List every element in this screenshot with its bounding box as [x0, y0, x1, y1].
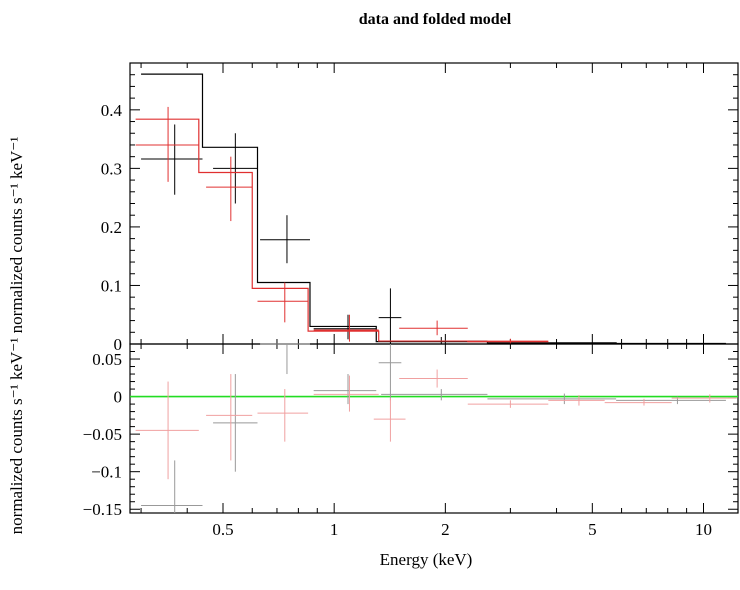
resid-x-tick-label: 10 [695, 520, 712, 539]
resid-x-tick-label: 2 [441, 520, 450, 539]
resid-y-tick-label: 0.05 [92, 350, 122, 369]
resid-x-tick-label: 5 [588, 520, 597, 539]
y-axis-label-main: normalized counts s⁻¹ keV⁻¹ [7, 137, 26, 334]
main-model-step-line [141, 73, 726, 345]
main-frame [129, 62, 739, 345]
resid-y-tick-label: −0.1 [91, 463, 122, 482]
resid-x-tick-label: 0.5 [212, 520, 233, 539]
data-model-panel: 0 0.1 0.2 0.3 0.4 [101, 62, 739, 354]
main-y-tick-label: 0.4 [101, 101, 123, 120]
chart-title: data and folded model [359, 11, 512, 28]
resid-y-tick-label: −0.05 [83, 425, 122, 444]
resid-frame [129, 343, 739, 514]
x-axis-label: Energy (keV) [380, 550, 473, 569]
main-y-tick-label: 0.1 [101, 276, 122, 295]
main-y-tick-label: 0.2 [101, 218, 122, 237]
main-y-tick-label: 0.3 [101, 159, 122, 178]
resid-x-tick-label: 1 [330, 520, 339, 539]
y-axis-label-residual: normalized counts s⁻¹ keV⁻¹ [7, 338, 26, 535]
resid-y-tick-label: 0 [114, 388, 123, 407]
main-model-step-line [135, 118, 549, 343]
residual-panel: −0.15 −0.1 −0.05 0 0.05 0.5 1 2 5 10 [83, 343, 739, 539]
resid-y-tick-label: −0.15 [83, 500, 122, 519]
main-y-tick-label: 0 [114, 335, 123, 354]
